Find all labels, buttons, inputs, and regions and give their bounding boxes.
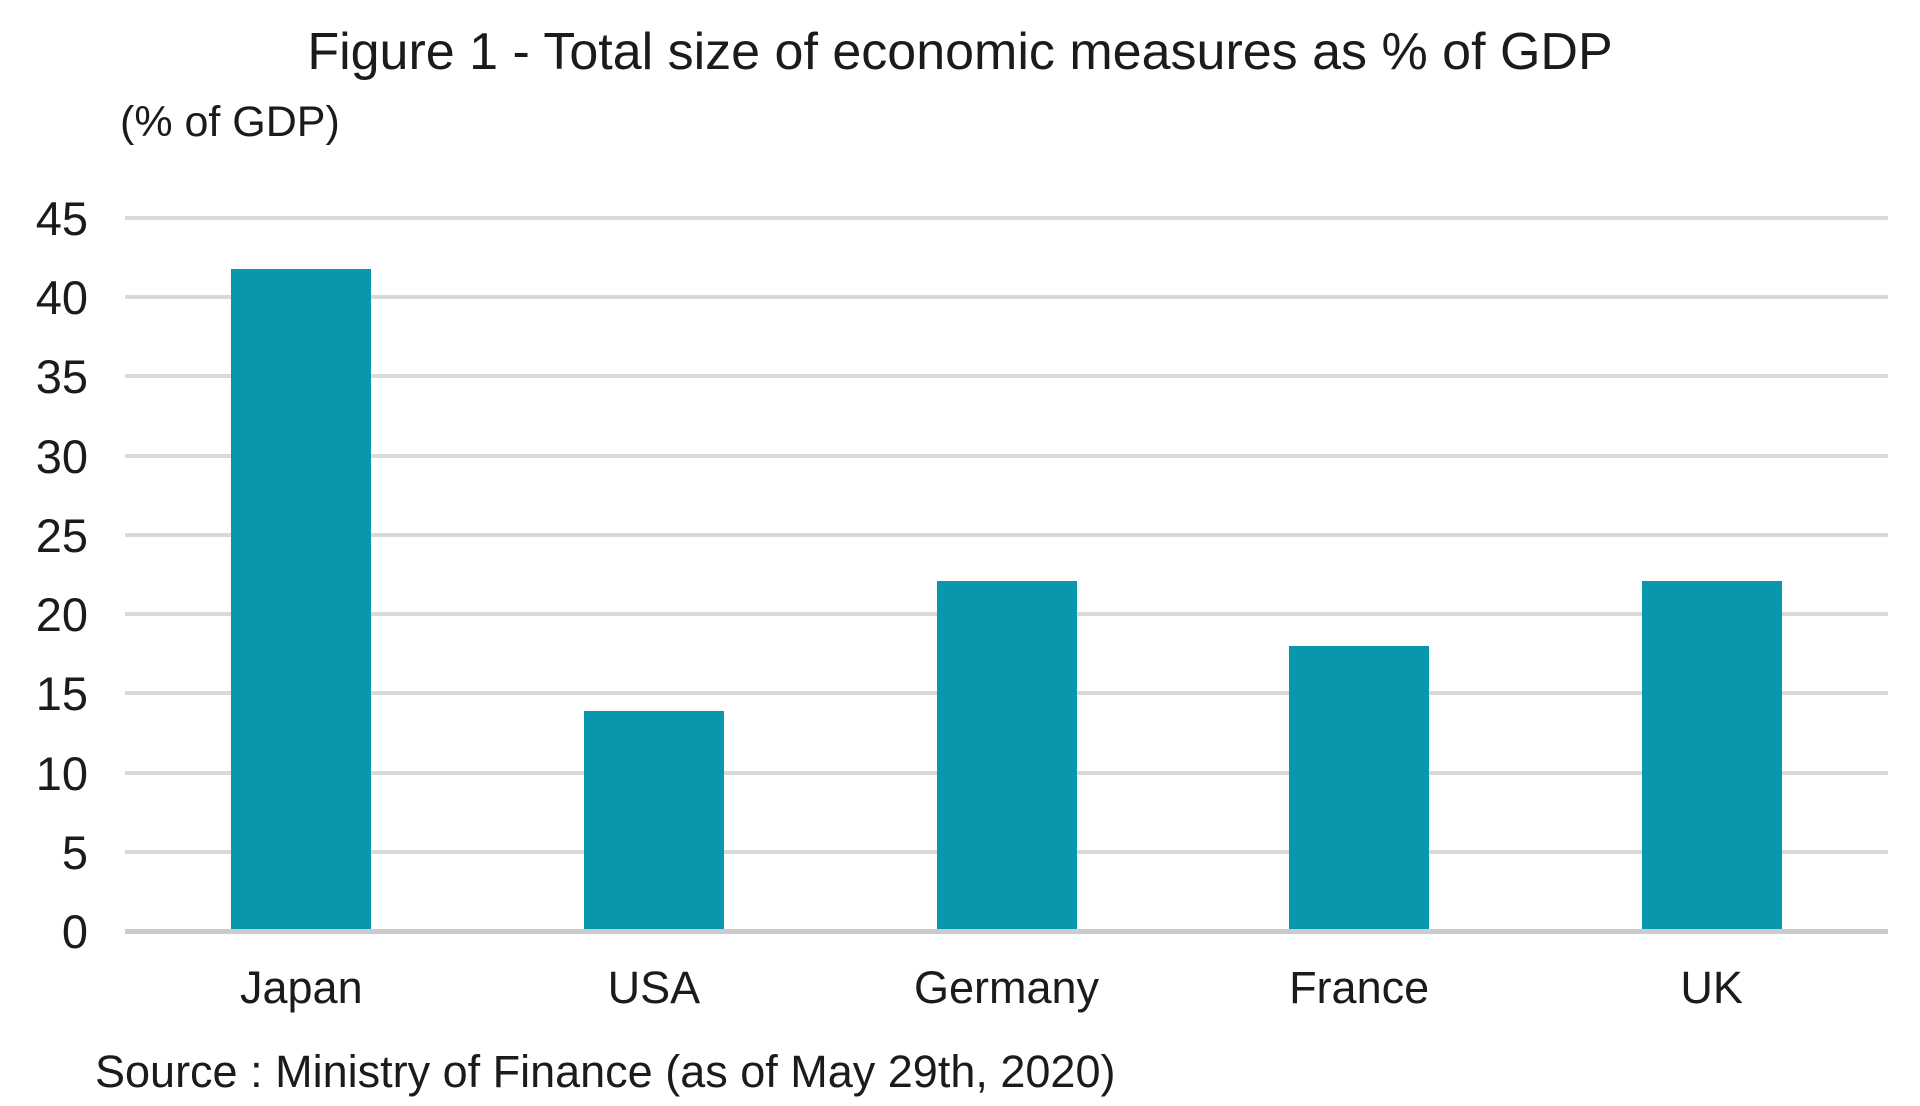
category-label-france: France <box>1289 962 1430 1013</box>
plot-area <box>125 216 1888 934</box>
bar-france <box>1289 645 1430 931</box>
x-axis-baseline <box>125 929 1888 934</box>
y-tick-label-10: 10 <box>35 746 88 800</box>
category-label-germany: Germany <box>913 962 1100 1013</box>
gridline-y-35 <box>125 374 1888 379</box>
y-tick-label-15: 15 <box>35 667 88 721</box>
y-tick-label-25: 25 <box>35 508 88 562</box>
y-tick-label-40: 40 <box>35 271 88 325</box>
y-tick-label-20: 20 <box>35 588 88 642</box>
x-axis-category-labels: Japan USA Germany France UK <box>125 962 1888 1022</box>
y-axis-unit-label: (% of GDP) <box>120 98 340 146</box>
figure-title: Figure 1 - Total size of economic measur… <box>307 23 1613 81</box>
bar-germany <box>936 580 1077 931</box>
gridline-y-25 <box>125 532 1888 537</box>
category-label-usa: USA <box>607 962 701 1013</box>
y-tick-label-0: 0 <box>61 905 88 958</box>
bar-usa <box>583 710 724 931</box>
gridline-y-40 <box>125 295 1888 300</box>
y-tick-label-45: 45 <box>35 192 88 245</box>
category-label-uk: UK <box>1680 962 1743 1013</box>
y-tick-label-30: 30 <box>35 429 88 483</box>
bar-uk <box>1641 580 1782 931</box>
category-label-japan: Japan <box>239 962 363 1013</box>
y-tick-label-35: 35 <box>35 350 88 404</box>
gridline-y-45 <box>125 216 1888 220</box>
bar-japan <box>231 268 372 931</box>
gridline-y-30 <box>125 453 1888 458</box>
y-axis-tick-labels: 0 5 10 15 20 25 30 35 40 45 <box>0 195 88 955</box>
source-note: Source : Ministry of Finance (as of May … <box>95 1046 1116 1097</box>
y-tick-label-5: 5 <box>61 825 88 879</box>
